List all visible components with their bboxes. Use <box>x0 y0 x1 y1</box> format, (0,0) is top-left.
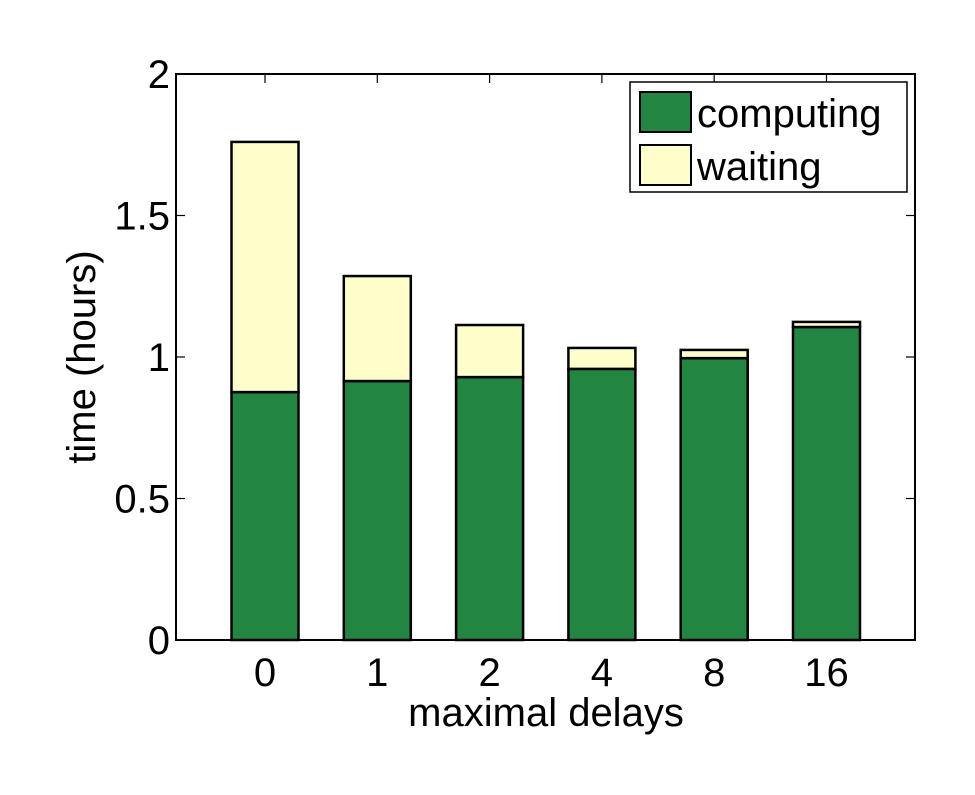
bar-segment-waiting-16 <box>791 320 862 329</box>
bar-segment-waiting-4 <box>567 346 637 371</box>
y-tick-label: 0.5 <box>114 478 170 522</box>
x-axis-label: maximal delays <box>408 691 684 735</box>
y-tick-label: 1 <box>148 336 170 380</box>
bar-segment-computing-4 <box>567 367 637 642</box>
legend-swatch-computing <box>639 91 692 133</box>
bar-segment-computing-1 <box>342 379 413 642</box>
legend-swatch-waiting <box>639 144 692 186</box>
legend-label-waiting: waiting <box>696 145 822 189</box>
bars-group <box>230 140 862 642</box>
bar-segment-waiting-1 <box>342 274 413 383</box>
y-axis-label: time (hours) <box>60 250 104 463</box>
legend-label-computing: computing <box>697 92 882 136</box>
x-tick-label: 4 <box>591 651 613 695</box>
bar-segment-waiting-0 <box>230 140 300 394</box>
x-tick-label: 1 <box>366 651 388 695</box>
bar-segment-waiting-8 <box>679 348 749 360</box>
x-tick-label: 8 <box>703 651 725 695</box>
bar-segment-computing-8 <box>679 356 749 642</box>
legend: computing waiting <box>629 81 908 193</box>
y-tick-label: 0 <box>148 619 170 663</box>
bar-segment-computing-16 <box>791 325 862 642</box>
bar-segment-waiting-2 <box>454 323 525 379</box>
y-tick-label: 1.5 <box>114 195 170 239</box>
y-tick-label: 2 <box>148 53 170 97</box>
y-axis: 0 0.5 1 1.5 2 <box>114 53 915 663</box>
bar-segment-computing-2 <box>454 375 525 642</box>
x-tick-label: 16 <box>804 651 849 695</box>
x-tick-label: 0 <box>254 651 276 695</box>
x-axis: 0 1 2 4 8 16 <box>254 74 849 695</box>
bar-segment-computing-0 <box>230 390 300 642</box>
x-tick-label: 2 <box>478 651 500 695</box>
